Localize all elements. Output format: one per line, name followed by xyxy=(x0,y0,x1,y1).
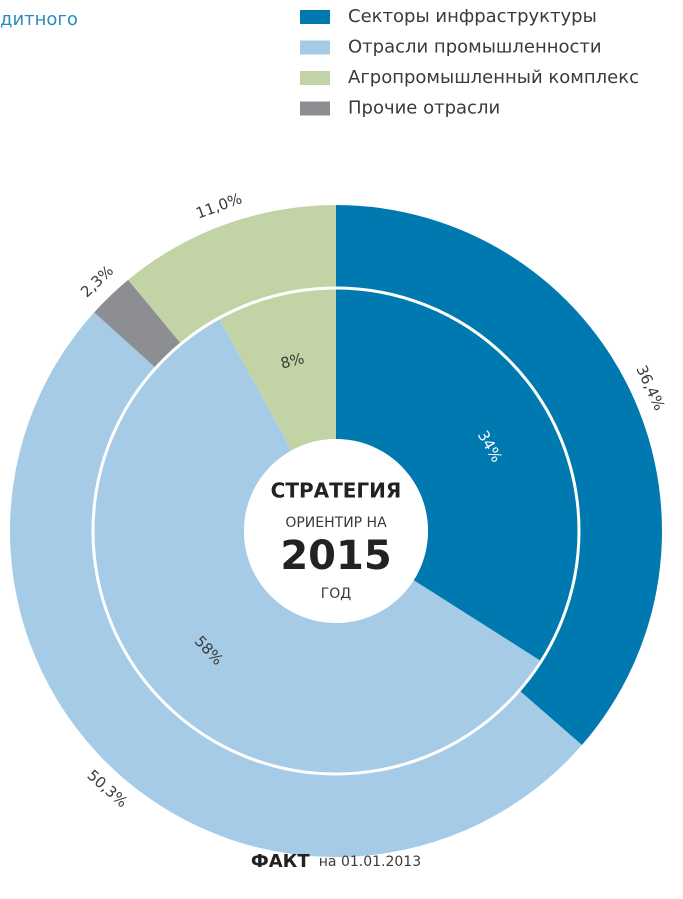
outer-ring-caption: ФАКТ на 01.01.2013 xyxy=(251,851,421,872)
slice xyxy=(336,288,579,662)
legend-swatch xyxy=(300,40,330,55)
legend: Секторы инфраструктуры Отрасли промышленн… xyxy=(300,6,639,119)
slice xyxy=(128,205,336,344)
center-circle xyxy=(244,439,428,623)
rings: 36,4%50,3%2,3%11,0%34%58%8% xyxy=(9,189,669,858)
legend-label: Прочие отрасли xyxy=(348,98,500,119)
slice xyxy=(92,318,542,775)
ring-separator xyxy=(91,286,581,776)
slice xyxy=(336,205,662,746)
legend-label: Секторы инфраструктуры xyxy=(348,6,597,27)
legend-swatch xyxy=(300,10,330,24)
outer-ring-date: на 01.01.2013 xyxy=(319,854,421,870)
slice xyxy=(94,279,182,369)
value-label: 8% xyxy=(279,349,307,372)
inner-ring-year: 2015 xyxy=(280,533,391,579)
legend-swatch xyxy=(300,71,330,85)
value-label: 36,4% xyxy=(632,362,668,413)
header-fragment: дитного xyxy=(0,9,78,30)
slice xyxy=(218,288,336,451)
inner-ring-subtitle: ОРИЕНТИР НА xyxy=(285,515,387,531)
inner-ring-name: СТРАТЕГИЯ xyxy=(271,479,402,503)
outer-ring-name: ФАКТ xyxy=(251,851,310,872)
inner-ring-unit: ГОД xyxy=(321,586,352,602)
legend-label: Отрасли промышленности xyxy=(348,37,602,58)
legend-swatch xyxy=(300,101,330,116)
slice xyxy=(9,312,582,858)
value-label: 11,0% xyxy=(193,189,244,222)
legend-label: Агропромышленный комплекс xyxy=(348,67,639,88)
